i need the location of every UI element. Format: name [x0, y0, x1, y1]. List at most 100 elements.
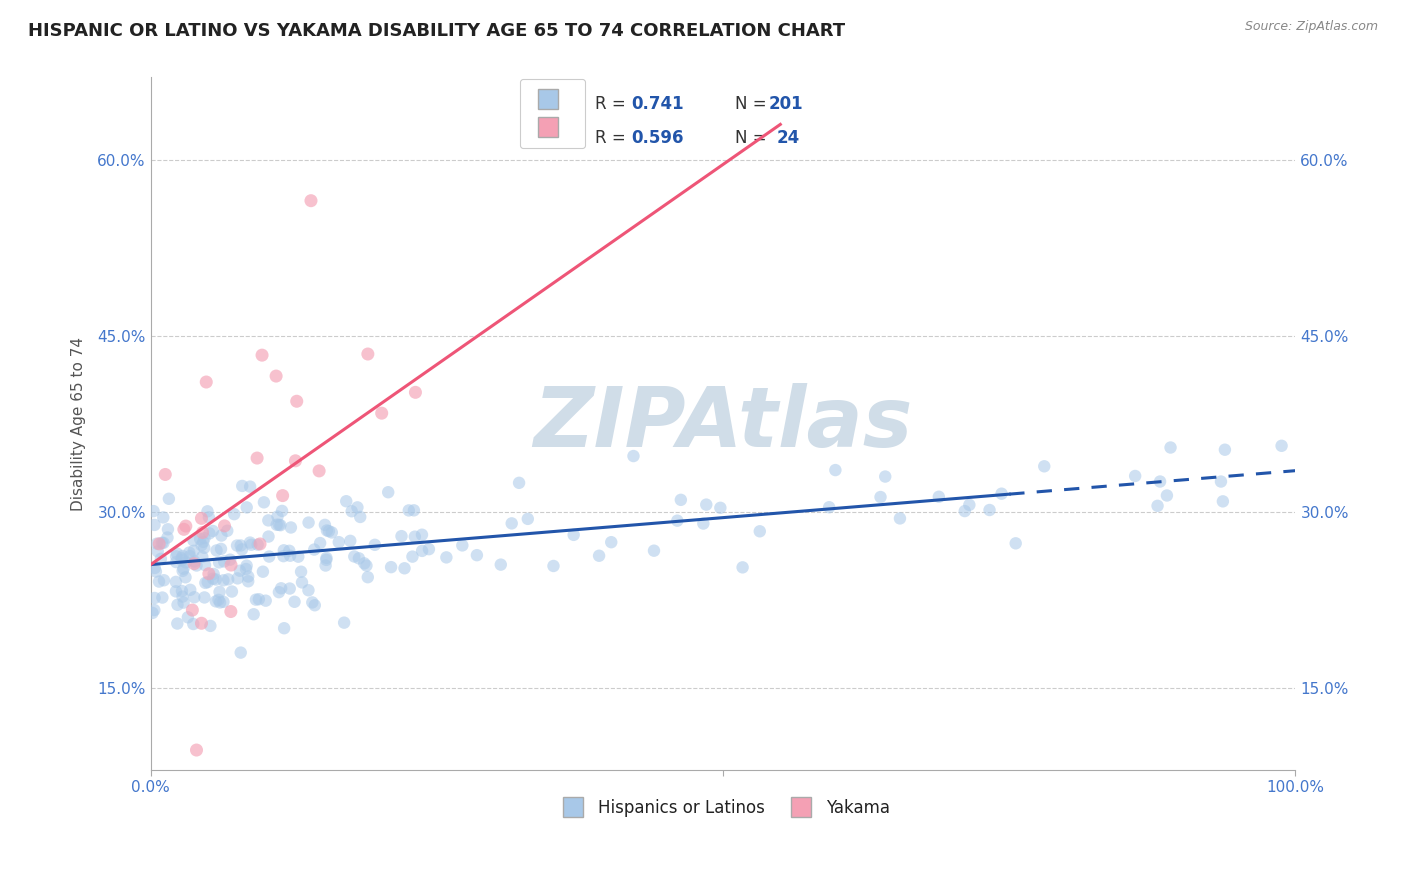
- Point: [748, 524, 770, 539]
- Point: [172, 564, 194, 578]
- Text: N =: N =: [734, 95, 772, 112]
- Point: [201, 524, 224, 538]
- Point: [194, 575, 217, 590]
- Point: [301, 595, 323, 609]
- Point: [197, 575, 219, 590]
- Point: [201, 572, 224, 586]
- Point: [173, 562, 195, 576]
- Point: [347, 551, 370, 566]
- Point: [257, 513, 280, 527]
- Point: [928, 490, 950, 504]
- Point: [166, 547, 188, 561]
- Point: [145, 565, 167, 579]
- Point: [411, 544, 433, 558]
- Point: [142, 504, 165, 518]
- Point: [208, 555, 231, 569]
- Point: [404, 530, 426, 544]
- Point: [190, 616, 212, 631]
- Point: [198, 526, 221, 541]
- Point: [165, 584, 187, 599]
- Point: [411, 527, 433, 541]
- Point: [364, 538, 387, 552]
- Point: [434, 550, 457, 565]
- Point: [283, 595, 305, 609]
- Point: [224, 507, 246, 521]
- Point: [188, 532, 211, 546]
- Point: [291, 575, 314, 590]
- Point: [284, 454, 307, 468]
- Point: [198, 510, 221, 524]
- Point: [1209, 475, 1232, 489]
- Point: [299, 194, 322, 208]
- Point: [217, 573, 239, 587]
- Point: [207, 592, 229, 607]
- Point: [193, 535, 215, 549]
- Point: [1156, 488, 1178, 502]
- Point: [221, 584, 243, 599]
- Point: [150, 536, 173, 550]
- Point: [191, 525, 214, 540]
- Point: [173, 522, 195, 536]
- Point: [219, 605, 242, 619]
- Point: [235, 558, 257, 573]
- Point: [818, 500, 841, 515]
- Point: [235, 562, 257, 576]
- Point: [193, 591, 215, 605]
- Point: [333, 615, 356, 630]
- Point: [146, 544, 169, 558]
- Point: [143, 517, 166, 532]
- Point: [166, 598, 188, 612]
- Point: [191, 549, 214, 564]
- Point: [377, 485, 399, 500]
- Point: [280, 520, 302, 534]
- Point: [465, 548, 488, 562]
- Point: [257, 530, 280, 544]
- Point: [165, 549, 187, 564]
- Point: [190, 511, 212, 525]
- Point: [179, 545, 201, 559]
- Point: [285, 394, 308, 409]
- Point: [205, 594, 228, 608]
- Point: [246, 451, 269, 466]
- Point: [562, 528, 585, 542]
- Point: [254, 593, 277, 607]
- Point: [271, 489, 294, 503]
- Point: [349, 510, 371, 524]
- Point: [316, 524, 339, 538]
- Point: [266, 509, 288, 524]
- Point: [198, 566, 221, 581]
- Point: [489, 558, 512, 572]
- Point: [181, 617, 204, 632]
- Point: [357, 570, 380, 584]
- Point: [335, 494, 357, 508]
- Point: [179, 582, 201, 597]
- Point: [1160, 441, 1182, 455]
- Point: [193, 541, 215, 555]
- Point: [219, 552, 242, 566]
- Text: N =: N =: [734, 129, 772, 147]
- Point: [172, 549, 194, 563]
- Point: [141, 606, 163, 620]
- Point: [174, 570, 197, 584]
- Point: [257, 549, 280, 564]
- Point: [219, 558, 242, 572]
- Point: [166, 616, 188, 631]
- Point: [181, 603, 204, 617]
- Point: [287, 549, 309, 564]
- Point: [235, 500, 257, 515]
- Point: [297, 516, 319, 530]
- Point: [340, 504, 363, 518]
- Text: Source: ZipAtlas.com: Source: ZipAtlas.com: [1244, 20, 1378, 33]
- Point: [238, 574, 260, 589]
- Point: [669, 492, 692, 507]
- Point: [190, 538, 212, 552]
- Point: [205, 543, 228, 558]
- Point: [451, 538, 474, 552]
- Point: [353, 557, 375, 571]
- Point: [226, 571, 249, 585]
- Point: [297, 583, 319, 598]
- Text: R =: R =: [595, 95, 631, 112]
- Point: [404, 385, 426, 400]
- Point: [339, 533, 361, 548]
- Point: [731, 560, 754, 574]
